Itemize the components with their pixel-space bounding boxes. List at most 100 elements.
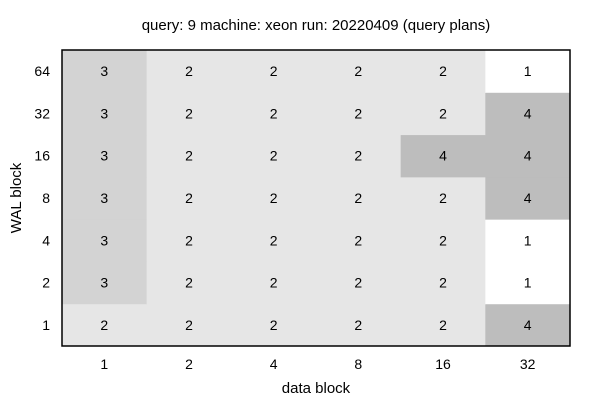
y-tick-label: 4 xyxy=(42,232,50,248)
heatmap-cell xyxy=(485,176,571,220)
heatmap-cell-value: 2 xyxy=(270,148,278,164)
heatmap-cell xyxy=(62,219,148,262)
heatmap-cell xyxy=(146,134,232,178)
y-tick-label: 32 xyxy=(34,105,50,121)
x-axis-ticks: 1 2 4 8 16 32 xyxy=(100,356,535,372)
heatmap-cell xyxy=(146,261,232,305)
heatmap-cell-value: 2 xyxy=(270,275,278,291)
plot-frame xyxy=(61,49,571,347)
heatmap-cell xyxy=(231,92,317,136)
heatmap-cell xyxy=(231,176,317,220)
heatmap-cell xyxy=(62,92,148,136)
heatmap-cell-value: 4 xyxy=(439,148,447,164)
heatmap-cell-value: 2 xyxy=(354,105,362,121)
heatmap-cell xyxy=(400,176,486,220)
x-tick-label: 32 xyxy=(520,356,536,372)
heatmap-cell xyxy=(316,176,402,220)
heatmap-cell-value: 2 xyxy=(270,190,278,206)
x-tick-label: 4 xyxy=(270,356,278,372)
heatmap-cell xyxy=(62,176,148,220)
heatmap-cell xyxy=(316,50,402,93)
heatmap-cell xyxy=(485,261,571,305)
heatmap-cell-value: 1 xyxy=(524,63,532,79)
heatmap-cell-value: 2 xyxy=(439,105,447,121)
heatmap-cell-value: 2 xyxy=(439,317,447,333)
heatmap-cell xyxy=(62,303,148,347)
heatmap-cell-value: 2 xyxy=(439,275,447,291)
heatmap-cell xyxy=(400,134,486,178)
heatmap-cell xyxy=(146,176,232,220)
x-tick-label: 1 xyxy=(100,356,108,372)
heatmap-cell-value: 2 xyxy=(185,232,193,248)
heatmap-cell xyxy=(316,134,402,178)
heatmap-cell-value: 3 xyxy=(100,63,108,79)
x-tick-label: 8 xyxy=(354,356,362,372)
heatmap-cell xyxy=(231,134,317,178)
heatmap-cell-value: 2 xyxy=(354,317,362,333)
heatmap-cell xyxy=(316,303,402,347)
heatmap-cell-value: 3 xyxy=(100,190,108,206)
heatmap-cell-value: 3 xyxy=(100,232,108,248)
heatmap-cell-value: 2 xyxy=(439,190,447,206)
heatmap-cell-value: 2 xyxy=(185,190,193,206)
y-tick-label: 2 xyxy=(42,275,50,291)
chart-title: query: 9 machine: xeon run: 20220409 (qu… xyxy=(142,17,491,34)
heatmap-cell-value: 1 xyxy=(524,232,532,248)
heatmap-cell-value: 1 xyxy=(524,275,532,291)
heatmap-cell xyxy=(146,50,232,93)
x-axis-label: data block xyxy=(282,380,351,397)
heatmap-cell-value: 4 xyxy=(524,148,532,164)
heatmap-cell-value: 2 xyxy=(100,317,108,333)
heatmap-cell xyxy=(485,134,571,178)
heatmap-cell-value: 2 xyxy=(270,232,278,248)
heatmap-cell-value: 2 xyxy=(439,63,447,79)
heatmap-cell-value: 4 xyxy=(524,317,532,333)
heatmap-cell xyxy=(316,92,402,136)
heatmap-cell xyxy=(231,50,317,93)
heatmap-cell xyxy=(231,303,317,347)
heatmap-cell-value: 2 xyxy=(185,63,193,79)
heatmap-cell-value: 2 xyxy=(354,275,362,291)
heatmap-cell xyxy=(400,303,486,347)
heatmap-cell xyxy=(231,219,317,262)
heatmap-cell-value: 2 xyxy=(354,63,362,79)
heatmap-cell xyxy=(62,50,148,93)
heatmap-cell-value: 3 xyxy=(100,275,108,291)
y-tick-label: 8 xyxy=(42,190,50,206)
x-tick-label: 16 xyxy=(435,356,451,372)
heatmap-cell-value: 2 xyxy=(185,105,193,121)
heatmap-cell-labels: 2 2 2 2 2 4 3 2 2 2 2 1 3 2 2 2 2 1 3 2 2 2 2 4 3 2 2 2 4 4 3 2 2 2 2 4 3 2 2 2… xyxy=(100,63,531,333)
heatmap-cell xyxy=(146,92,232,136)
heatmap-cell-value: 2 xyxy=(185,317,193,333)
heatmap-cell-value: 2 xyxy=(270,317,278,333)
heatmap-cell-value: 2 xyxy=(270,63,278,79)
heatmap-cell-value: 2 xyxy=(439,232,447,248)
heatmap-cell xyxy=(62,261,148,305)
heatmap-cell xyxy=(400,219,486,262)
heatmap-cell xyxy=(146,219,232,262)
heatmap-cell xyxy=(62,134,148,178)
heatmap-cell xyxy=(400,50,486,93)
heatmap-cells xyxy=(62,50,571,347)
x-tick-label: 2 xyxy=(185,356,193,372)
heatmap-cell-value: 2 xyxy=(354,232,362,248)
heatmap-cell xyxy=(400,261,486,305)
heatmap-cell-value: 3 xyxy=(100,148,108,164)
heatmap-cell xyxy=(485,303,571,347)
y-axis-ticks: 1 2 4 8 16 32 64 xyxy=(34,63,50,333)
heatmap-cell xyxy=(485,50,571,93)
heatmap-cell-value: 2 xyxy=(185,275,193,291)
heatmap-cell xyxy=(485,219,571,262)
y-axis-label: WAL block xyxy=(8,162,25,233)
heatmap-cell xyxy=(146,303,232,347)
heatmap-cell-value: 2 xyxy=(270,105,278,121)
y-tick-label: 64 xyxy=(34,63,50,79)
heatmap-cell-value: 4 xyxy=(524,190,532,206)
y-tick-label: 1 xyxy=(42,317,50,333)
heatmap-cell xyxy=(400,92,486,136)
y-tick-label: 16 xyxy=(34,148,50,164)
heatmap-cell-value: 2 xyxy=(185,148,193,164)
heatmap-cell-value: 4 xyxy=(524,105,532,121)
heatmap-cell xyxy=(316,261,402,305)
